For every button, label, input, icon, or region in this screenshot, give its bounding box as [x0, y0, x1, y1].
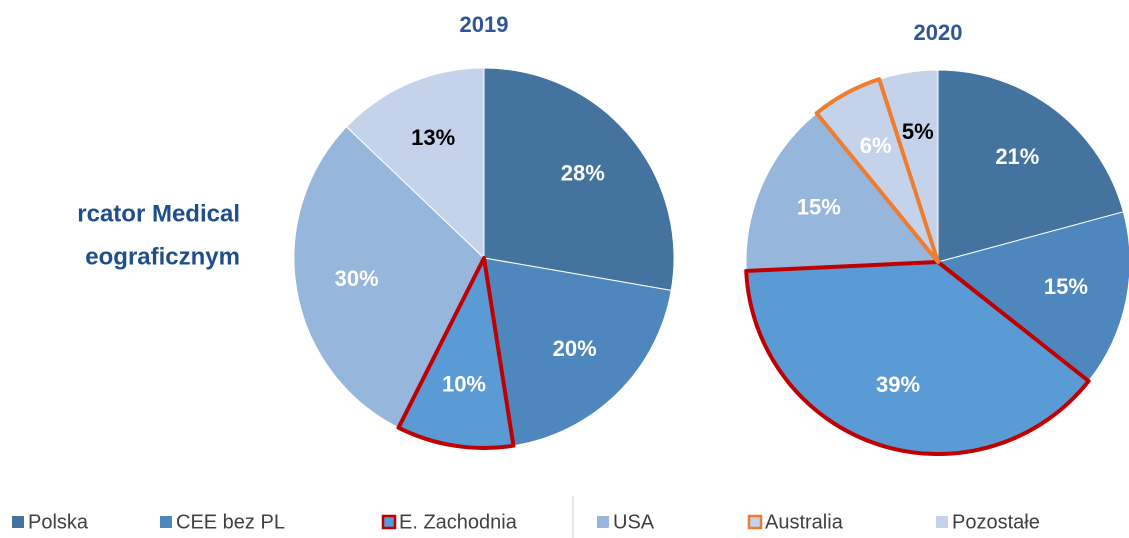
pie-slice [345, 67, 485, 260]
legend-swatch [160, 516, 172, 528]
pie-slice [745, 112, 940, 272]
legend-swatch [12, 516, 24, 528]
legend-swatch [381, 514, 397, 530]
chart-title: 2020 [914, 20, 963, 45]
data-label: 39% [876, 372, 920, 397]
slice-outline [744, 260, 1091, 456]
legend-label: E. Zachodnia [399, 511, 518, 533]
data-label: 20% [553, 336, 597, 361]
data-label: 21% [995, 144, 1039, 169]
pie-slice [937, 69, 1124, 263]
data-label: 28% [561, 161, 605, 186]
legend-label: USA [613, 511, 655, 533]
annotation: eograficznym [85, 243, 240, 270]
legend-label: CEE bez PL [176, 511, 285, 533]
data-label: 15% [797, 195, 841, 220]
data-label: 5% [902, 119, 934, 144]
data-label: 6% [860, 133, 892, 158]
slice-outline [814, 77, 940, 264]
legend-label: Polska [28, 511, 89, 533]
pie-slice [483, 257, 672, 447]
data-label: 13% [411, 125, 455, 150]
legend-label: Pozostałe [952, 511, 1040, 533]
data-label: 30% [335, 266, 379, 291]
legend-label: Australia [765, 511, 844, 533]
chart-title: 2019 [460, 12, 509, 37]
pie-slice [483, 67, 675, 291]
legend-swatch [597, 516, 609, 528]
annotation: rcator Medical [77, 200, 240, 227]
data-label: 10% [442, 371, 486, 396]
data-label: 15% [1044, 274, 1088, 299]
slice-outline [396, 256, 516, 450]
legend-swatch [936, 516, 948, 528]
pie-slice [293, 126, 485, 429]
pie-slice [936, 211, 1129, 382]
legend-swatch [747, 514, 763, 530]
